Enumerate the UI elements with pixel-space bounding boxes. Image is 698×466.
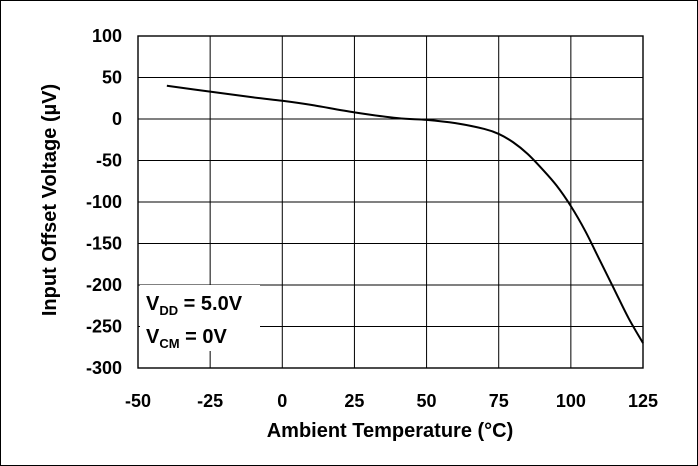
y-tick-label: 50 bbox=[102, 68, 122, 88]
y-tick-label: 100 bbox=[92, 26, 122, 46]
x-tick-label: -50 bbox=[125, 391, 151, 411]
x-tick-label: 125 bbox=[628, 391, 658, 411]
x-tick-labels: -50 -25 0 25 50 75 100 125 bbox=[125, 391, 658, 411]
y-tick-label: -200 bbox=[86, 275, 122, 295]
annotations: VDD = 5.0V VCM = 0V bbox=[140, 285, 260, 351]
x-tick-label: 50 bbox=[417, 391, 437, 411]
annotation-vcm: VCM = 0V bbox=[146, 326, 227, 351]
plot-frame bbox=[137, 35, 644, 369]
series-line bbox=[166, 84, 644, 344]
series-group bbox=[166, 84, 644, 344]
x-tick-label: 25 bbox=[344, 391, 364, 411]
annotation-box bbox=[140, 285, 260, 351]
y-tick-label: -250 bbox=[86, 317, 122, 337]
y-tick-labels: 100 50 0 -50 -100 -150 -200 -250 -300 bbox=[86, 26, 122, 378]
annotation-vdd: VDD = 5.0V bbox=[146, 293, 243, 318]
y-tick-label: -300 bbox=[86, 358, 122, 378]
y-tick-label: -100 bbox=[86, 192, 122, 212]
x-axis-label: Ambient Temperature (°C) bbox=[267, 420, 514, 442]
x-tick-label: 75 bbox=[489, 391, 509, 411]
x-tick-label: -25 bbox=[197, 391, 223, 411]
y-tick-label: 0 bbox=[112, 109, 122, 129]
x-tick-label: 100 bbox=[556, 391, 586, 411]
y-tick-label: -150 bbox=[86, 234, 122, 254]
y-axis-label: Input Offset Voltage (µV) bbox=[39, 84, 61, 316]
x-tick-label: 0 bbox=[277, 391, 287, 411]
y-tick-label: -50 bbox=[96, 151, 122, 171]
